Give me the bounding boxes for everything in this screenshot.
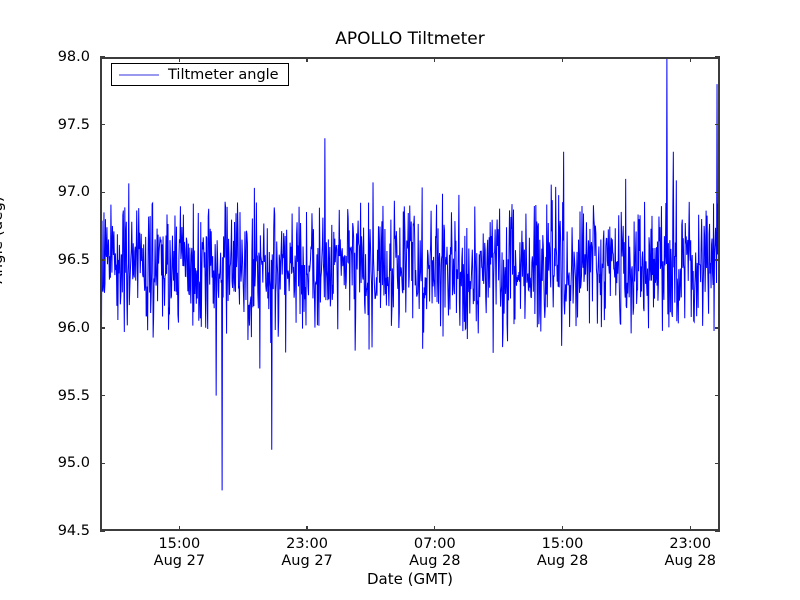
x-axis-label: Date (GMT) — [366, 570, 454, 588]
y-tick-label: 96.5 — [57, 252, 90, 269]
plot-area: Tiltmeter angle — [100, 56, 720, 532]
y-tick-label: 97.0 — [57, 184, 90, 201]
y-tick-mark — [715, 259, 720, 261]
y-tick-mark — [100, 394, 105, 397]
y-tick-label: 94.5 — [57, 523, 90, 539]
x-tick-label: 23:00 Aug 28 — [635, 536, 745, 570]
x-tick-mark — [434, 57, 436, 62]
axis-spine-top — [100, 57, 720, 59]
y-tick-mark — [100, 259, 105, 261]
y-tick-label: 97.5 — [57, 116, 90, 133]
x-tick-date: Aug 28 — [664, 553, 716, 569]
y-tick-label: 95.5 — [57, 387, 90, 404]
y-tick-mark — [715, 462, 720, 464]
series-polyline — [100, 57, 720, 491]
x-tick-mark — [306, 526, 308, 531]
x-tick-mark — [178, 57, 181, 62]
y-tick-label: 95.0 — [57, 455, 90, 472]
x-tick-mark — [306, 57, 308, 62]
y-tick-mark — [100, 530, 105, 532]
tiltmeter-angle-line-series — [100, 57, 720, 491]
y-tick-mark — [715, 530, 720, 532]
x-tick-label: 23:00 Aug 27 — [252, 536, 362, 570]
x-tick-date: Aug 28 — [409, 553, 461, 569]
x-tick-time: 23:00 — [669, 536, 712, 552]
x-tick-time: 07:00 — [413, 536, 456, 552]
chart-legend: Tiltmeter angle — [111, 63, 289, 86]
y-tick-mark — [100, 327, 105, 329]
x-tick-mark — [689, 526, 691, 531]
x-tick-mark — [434, 526, 436, 531]
y-tick-mark — [100, 124, 105, 126]
y-tick-mark — [715, 327, 720, 329]
page-title: APOLLO Tiltmeter — [335, 29, 485, 49]
y-tick-mark — [100, 462, 105, 464]
x-tick-mark — [689, 57, 691, 62]
y-tick-label: 96.0 — [57, 319, 90, 336]
x-tick-time: 15:00 — [158, 536, 201, 552]
x-tick-date: Aug 27 — [153, 553, 206, 569]
axis-spine-left — [100, 57, 102, 531]
legend-item-label: Tiltmeter angle — [168, 66, 279, 83]
y-tick-mark — [100, 56, 105, 58]
x-tick-mark — [178, 526, 181, 531]
x-tick-time: 15:00 — [541, 536, 584, 552]
y-tick-mark — [715, 191, 720, 194]
legend-line-swatch — [119, 73, 159, 76]
axis-spine-right — [718, 57, 720, 531]
x-tick-mark — [561, 526, 564, 531]
y-tick-mark — [715, 56, 720, 58]
x-tick-label: 15:00 Aug 27 — [124, 536, 234, 570]
y-tick-label: 98.0 — [57, 49, 90, 65]
axis-spine-bottom — [100, 529, 720, 531]
x-tick-label: 07:00 Aug 28 — [380, 536, 490, 570]
x-tick-mark — [561, 57, 564, 62]
y-tick-mark — [715, 394, 720, 397]
x-tick-label: 15:00 Aug 28 — [508, 536, 618, 570]
x-tick-date: Aug 28 — [536, 553, 589, 569]
x-tick-time: 23:00 — [286, 536, 328, 552]
x-tick-date: Aug 27 — [281, 553, 333, 569]
y-tick-mark — [715, 124, 720, 126]
y-tick-mark — [100, 191, 105, 194]
y-axis-label: Angle (deg) — [0, 196, 6, 284]
